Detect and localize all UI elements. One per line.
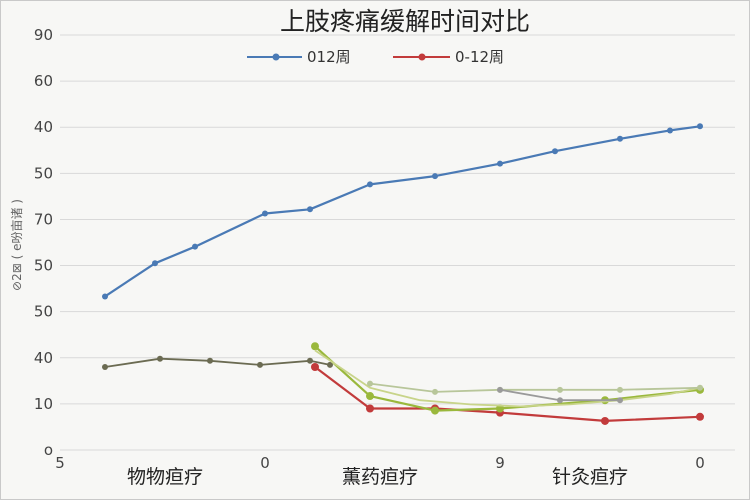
data-point: [102, 293, 108, 300]
category-label: 薫药疸疗: [342, 466, 418, 488]
category-labels: 物物疸疗 薫药疸疗 针灸疸疗: [127, 466, 628, 488]
data-point: [617, 397, 623, 404]
y-tick-label: 70: [34, 210, 53, 228]
data-point: [557, 386, 563, 393]
data-point: [311, 363, 319, 371]
series-line: [104, 125, 701, 298]
series-5: [314, 349, 701, 408]
series: [102, 123, 704, 425]
data-point: [307, 357, 313, 364]
data-point: [617, 386, 623, 393]
data-point: [552, 148, 558, 155]
category-label: 针灸疸疗: [552, 466, 628, 488]
data-point: [432, 388, 438, 395]
y-tick-label: 40: [34, 118, 53, 136]
legend-marker-series-1: [272, 53, 280, 61]
legend: 012周 0-12周: [247, 48, 504, 66]
data-point: [667, 127, 673, 134]
y-axis-label: ⊘2⊠ ( e吩亩诸 ): [9, 199, 24, 291]
x-tick-label: 5: [55, 454, 65, 472]
series-line: [369, 382, 701, 393]
x-tick-label: 0: [260, 454, 270, 472]
data-point: [102, 364, 108, 370]
y-tick-label: o: [44, 441, 53, 459]
data-point: [366, 404, 374, 413]
x-tick-label: 0: [695, 454, 705, 472]
data-point: [257, 361, 263, 368]
y-tick-label: 50: [34, 257, 53, 275]
y-tick-label: 40: [34, 349, 53, 367]
y-tick-label: 50: [34, 303, 53, 321]
data-point: [192, 243, 198, 250]
data-point: [327, 361, 333, 368]
data-point: [697, 384, 703, 391]
legend-label-series-1: 012周: [307, 48, 351, 66]
data-point: [207, 357, 213, 364]
legend-label-series-2: 0-12周: [455, 48, 504, 66]
y-tick-label: 60: [34, 72, 53, 90]
data-point: [696, 412, 704, 421]
y-tick-label: 50: [34, 164, 53, 182]
data-point: [366, 392, 374, 401]
data-point: [601, 416, 609, 425]
x-tick-labels: 5 0 9 0: [55, 454, 705, 472]
data-point: [311, 342, 319, 351]
x-tick-label: 9: [495, 454, 505, 472]
y-tick-labels: 90 60 40 50 70 50 50 40 10 o: [34, 26, 53, 459]
y-tick-label: 10: [34, 395, 53, 413]
series-3: [102, 355, 333, 370]
gridlines: [60, 34, 735, 451]
series-6: [367, 380, 703, 395]
data-point: [497, 160, 503, 167]
data-point: [152, 260, 158, 267]
y-tick-label: 90: [34, 26, 53, 44]
series-line: [314, 345, 701, 412]
data-point: [431, 406, 439, 415]
series-1: [102, 123, 703, 300]
series-line: [104, 357, 331, 368]
series-7: [497, 386, 623, 404]
category-label: 物物疸疗: [127, 466, 203, 488]
data-point: [367, 380, 373, 387]
data-point: [157, 355, 163, 362]
data-point: [262, 210, 268, 217]
data-point: [367, 181, 373, 188]
data-point: [432, 173, 438, 180]
series-line: [314, 349, 701, 408]
data-point: [617, 135, 623, 142]
chart-title: 上肢疼痛缓解时间对比: [280, 7, 530, 36]
data-point: [557, 397, 563, 404]
data-point: [497, 386, 503, 393]
data-point: [697, 123, 703, 130]
legend-marker-series-2: [418, 53, 426, 61]
data-point: [307, 206, 313, 213]
